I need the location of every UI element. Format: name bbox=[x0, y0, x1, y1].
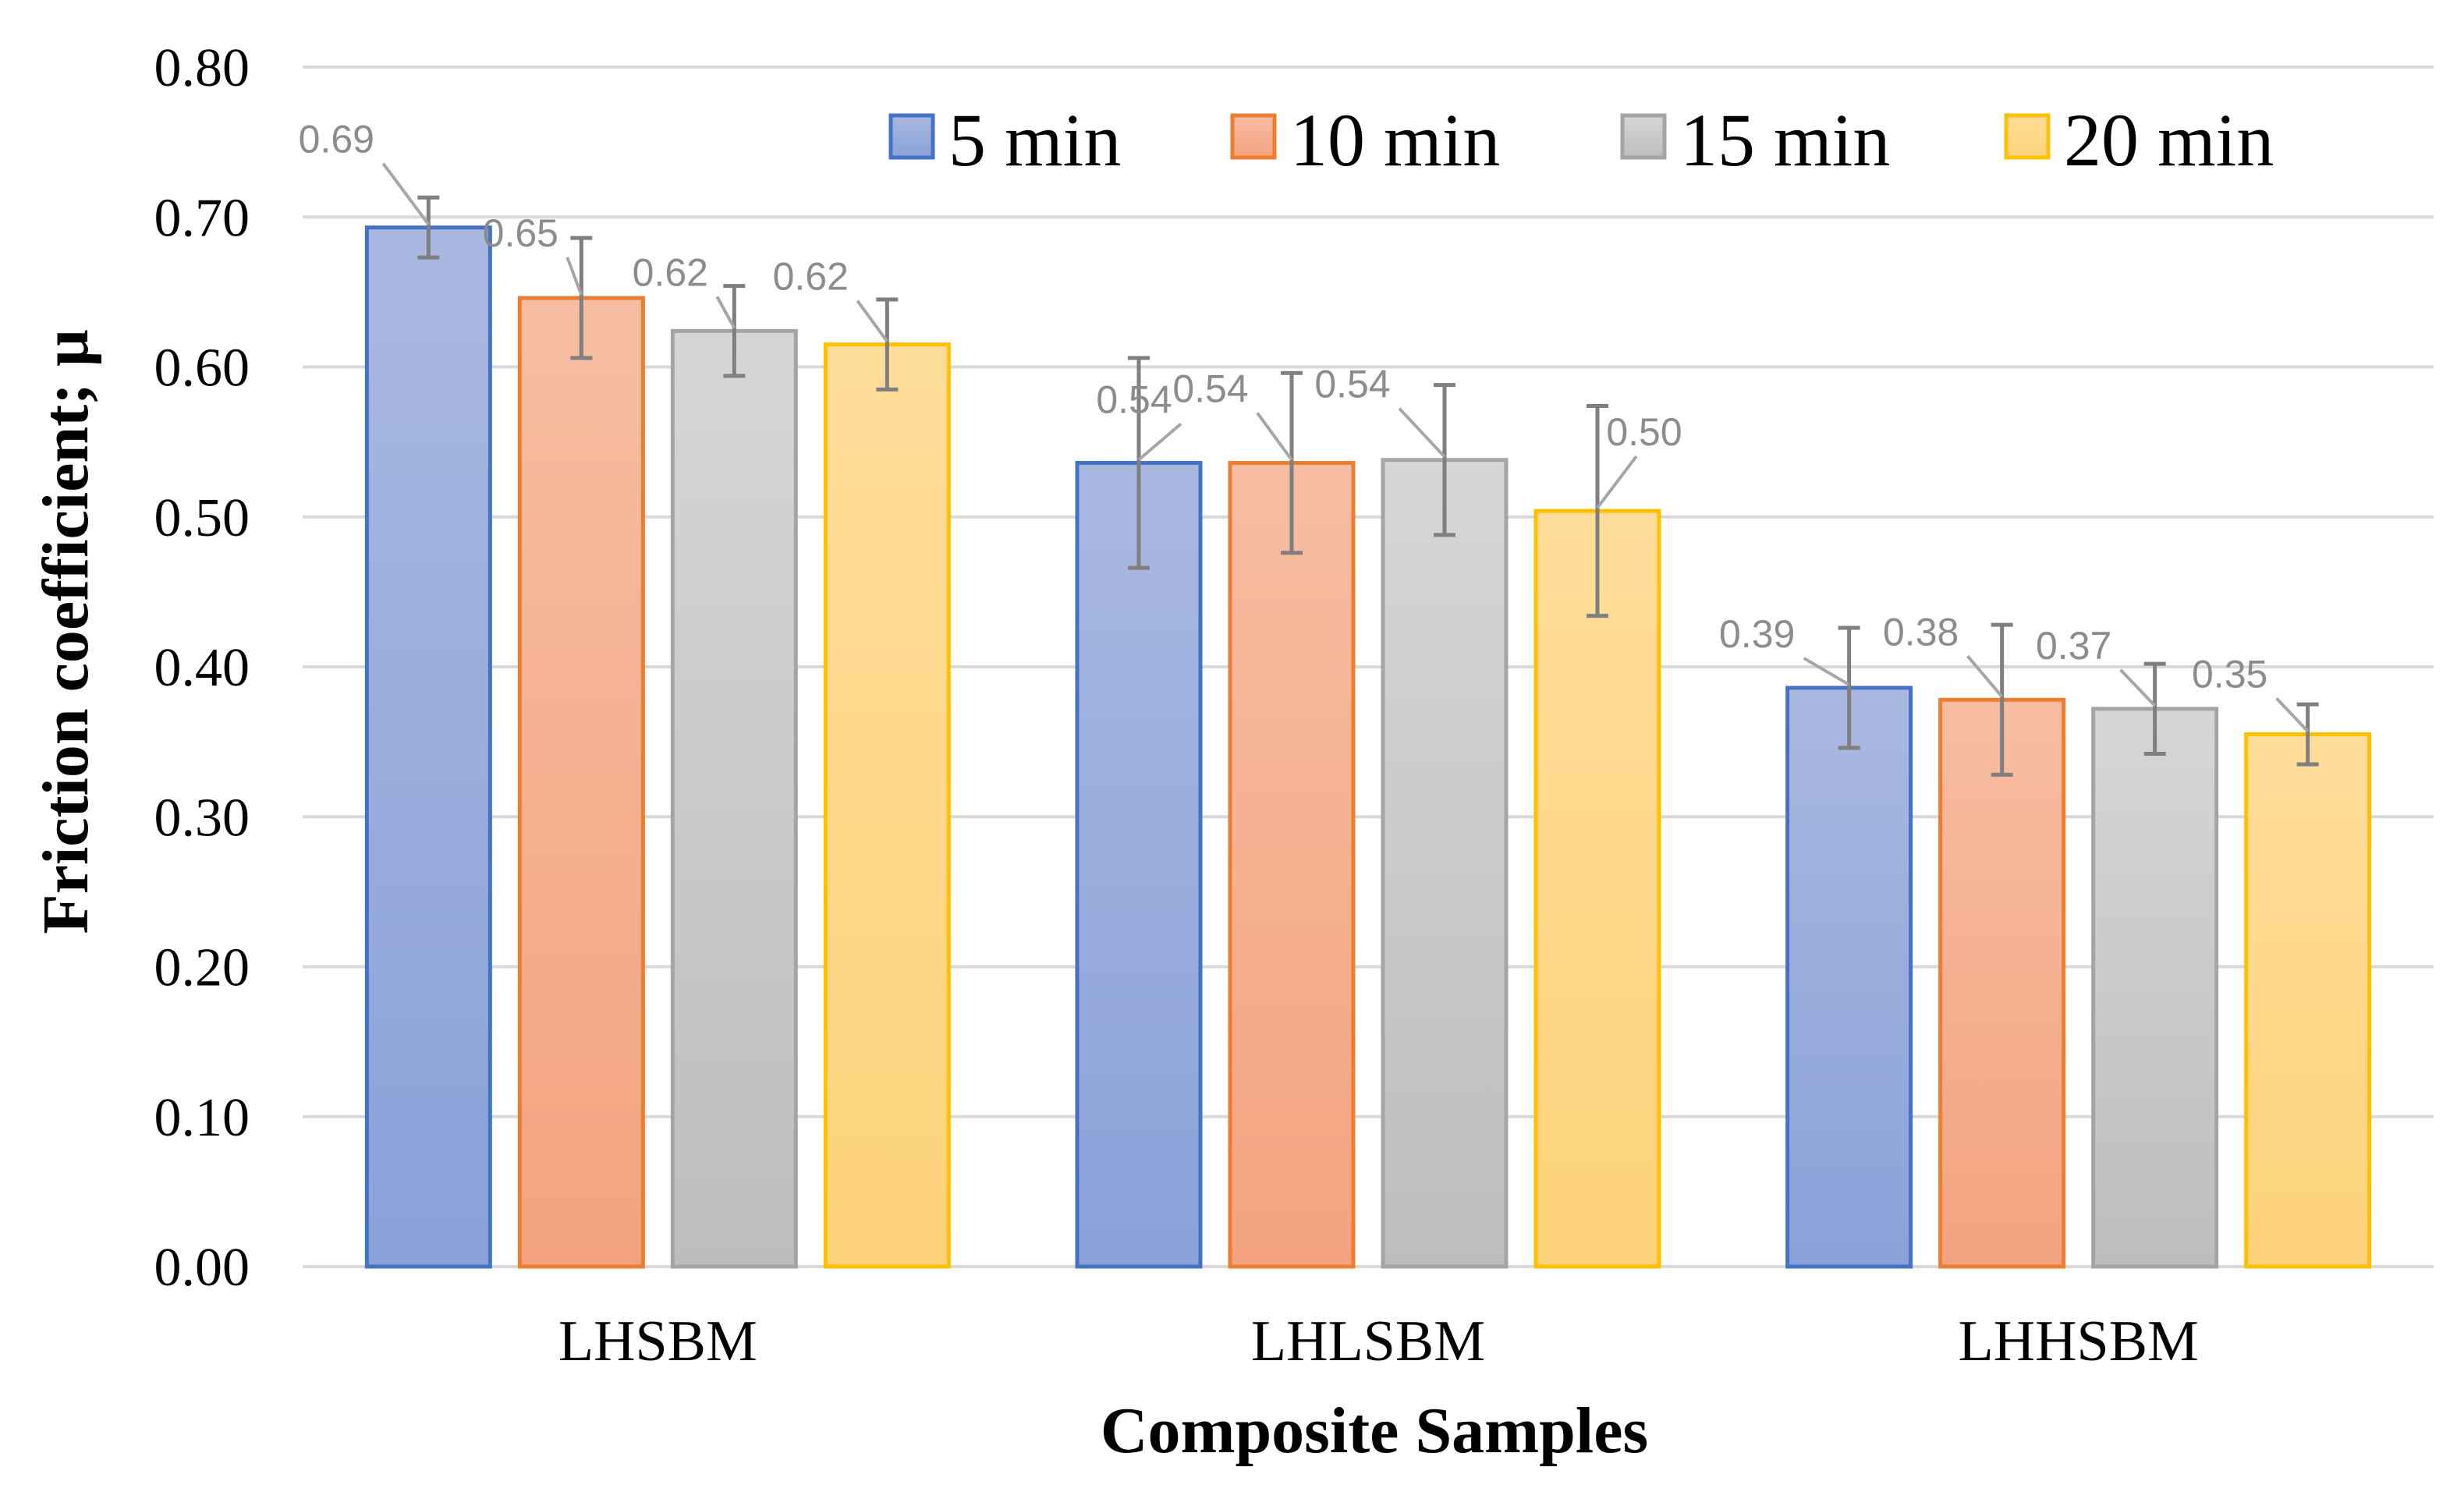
label-leader bbox=[1137, 423, 1182, 462]
gridlines bbox=[303, 66, 2434, 1268]
label-leader bbox=[1966, 655, 2004, 698]
error-bars bbox=[417, 195, 2319, 777]
label-leader bbox=[1256, 412, 1293, 461]
bar bbox=[1228, 461, 1356, 1269]
data-label: 0.37 bbox=[2036, 624, 2111, 668]
legend-label: 15 min bbox=[1680, 98, 1890, 182]
label-leader bbox=[856, 299, 888, 342]
bar bbox=[364, 225, 492, 1269]
label-leader bbox=[1398, 407, 1446, 459]
label-leader bbox=[565, 257, 583, 296]
bar bbox=[823, 342, 951, 1269]
legend: 5 min 10 min 15 min 20 min bbox=[888, 98, 2274, 182]
bar bbox=[2244, 732, 2372, 1269]
legend-swatch bbox=[2004, 113, 2051, 160]
data-label: 0.62 bbox=[773, 255, 849, 299]
legend-label: 20 min bbox=[2064, 98, 2274, 182]
data-label: 0.54 bbox=[1172, 367, 1248, 411]
bar bbox=[1075, 461, 1203, 1269]
x-axis-title: Composite Samples bbox=[1101, 1394, 1648, 1467]
y-tick-label: 0.20 bbox=[154, 938, 250, 998]
bar bbox=[2091, 707, 2219, 1269]
label-leader bbox=[715, 296, 736, 329]
label-leader bbox=[2275, 697, 2310, 732]
legend-swatch bbox=[1620, 113, 1667, 160]
bar bbox=[517, 296, 645, 1269]
x-category-label: LHLSBM bbox=[1251, 1309, 1485, 1373]
bars bbox=[364, 225, 2372, 1269]
y-tick-label: 0.30 bbox=[154, 788, 250, 848]
data-label: 0.38 bbox=[1883, 610, 1959, 654]
x-category-label: LHHSBM bbox=[1958, 1309, 2198, 1373]
data-label: 0.54 bbox=[1096, 378, 1172, 422]
bar bbox=[670, 328, 798, 1269]
y-tick-label: 0.80 bbox=[154, 38, 250, 98]
y-axis-ticks: 0.00 0.10 0.20 0.30 0.40 0.50 0.60 0.70 0.80 bbox=[154, 38, 250, 1298]
y-tick-label: 0.50 bbox=[154, 488, 250, 548]
label-leader bbox=[1803, 657, 1850, 686]
x-category-label: LHSBM bbox=[558, 1309, 757, 1373]
y-tick-label: 0.10 bbox=[154, 1088, 250, 1148]
bar bbox=[1533, 509, 1661, 1269]
legend-swatch bbox=[888, 113, 935, 160]
data-label: 0.54 bbox=[1314, 363, 1390, 406]
bar bbox=[1381, 458, 1509, 1269]
y-tick-label: 0.40 bbox=[154, 638, 250, 698]
data-label: 0.50 bbox=[1606, 410, 1682, 454]
label-leader bbox=[1596, 455, 1638, 509]
data-label: 0.39 bbox=[1719, 612, 1795, 656]
y-tick-label: 0.00 bbox=[154, 1238, 250, 1298]
data-labels: 0.690.650.62 0.620.54 0.54 0.540.500.39 0.38… bbox=[299, 118, 2310, 732]
y-tick-label: 0.70 bbox=[154, 188, 250, 248]
data-label: 0.69 bbox=[299, 118, 374, 161]
legend-label: 10 min bbox=[1290, 98, 1500, 182]
legend-swatch bbox=[1230, 113, 1277, 160]
bar bbox=[1938, 697, 2066, 1269]
data-label: 0.65 bbox=[483, 211, 558, 255]
x-axis-categories: LHSBM LHLSBM LHHSBM bbox=[558, 1309, 2199, 1373]
y-tick-label: 0.60 bbox=[154, 338, 250, 399]
label-leader bbox=[381, 162, 430, 225]
bar bbox=[1785, 686, 1913, 1269]
y-axis-title: Friction coefficient; μ bbox=[30, 329, 102, 934]
legend-label: 5 min bbox=[948, 98, 1121, 182]
label-leader bbox=[2119, 668, 2157, 707]
data-label: 0.35 bbox=[2192, 653, 2267, 696]
data-label: 0.62 bbox=[633, 250, 708, 294]
